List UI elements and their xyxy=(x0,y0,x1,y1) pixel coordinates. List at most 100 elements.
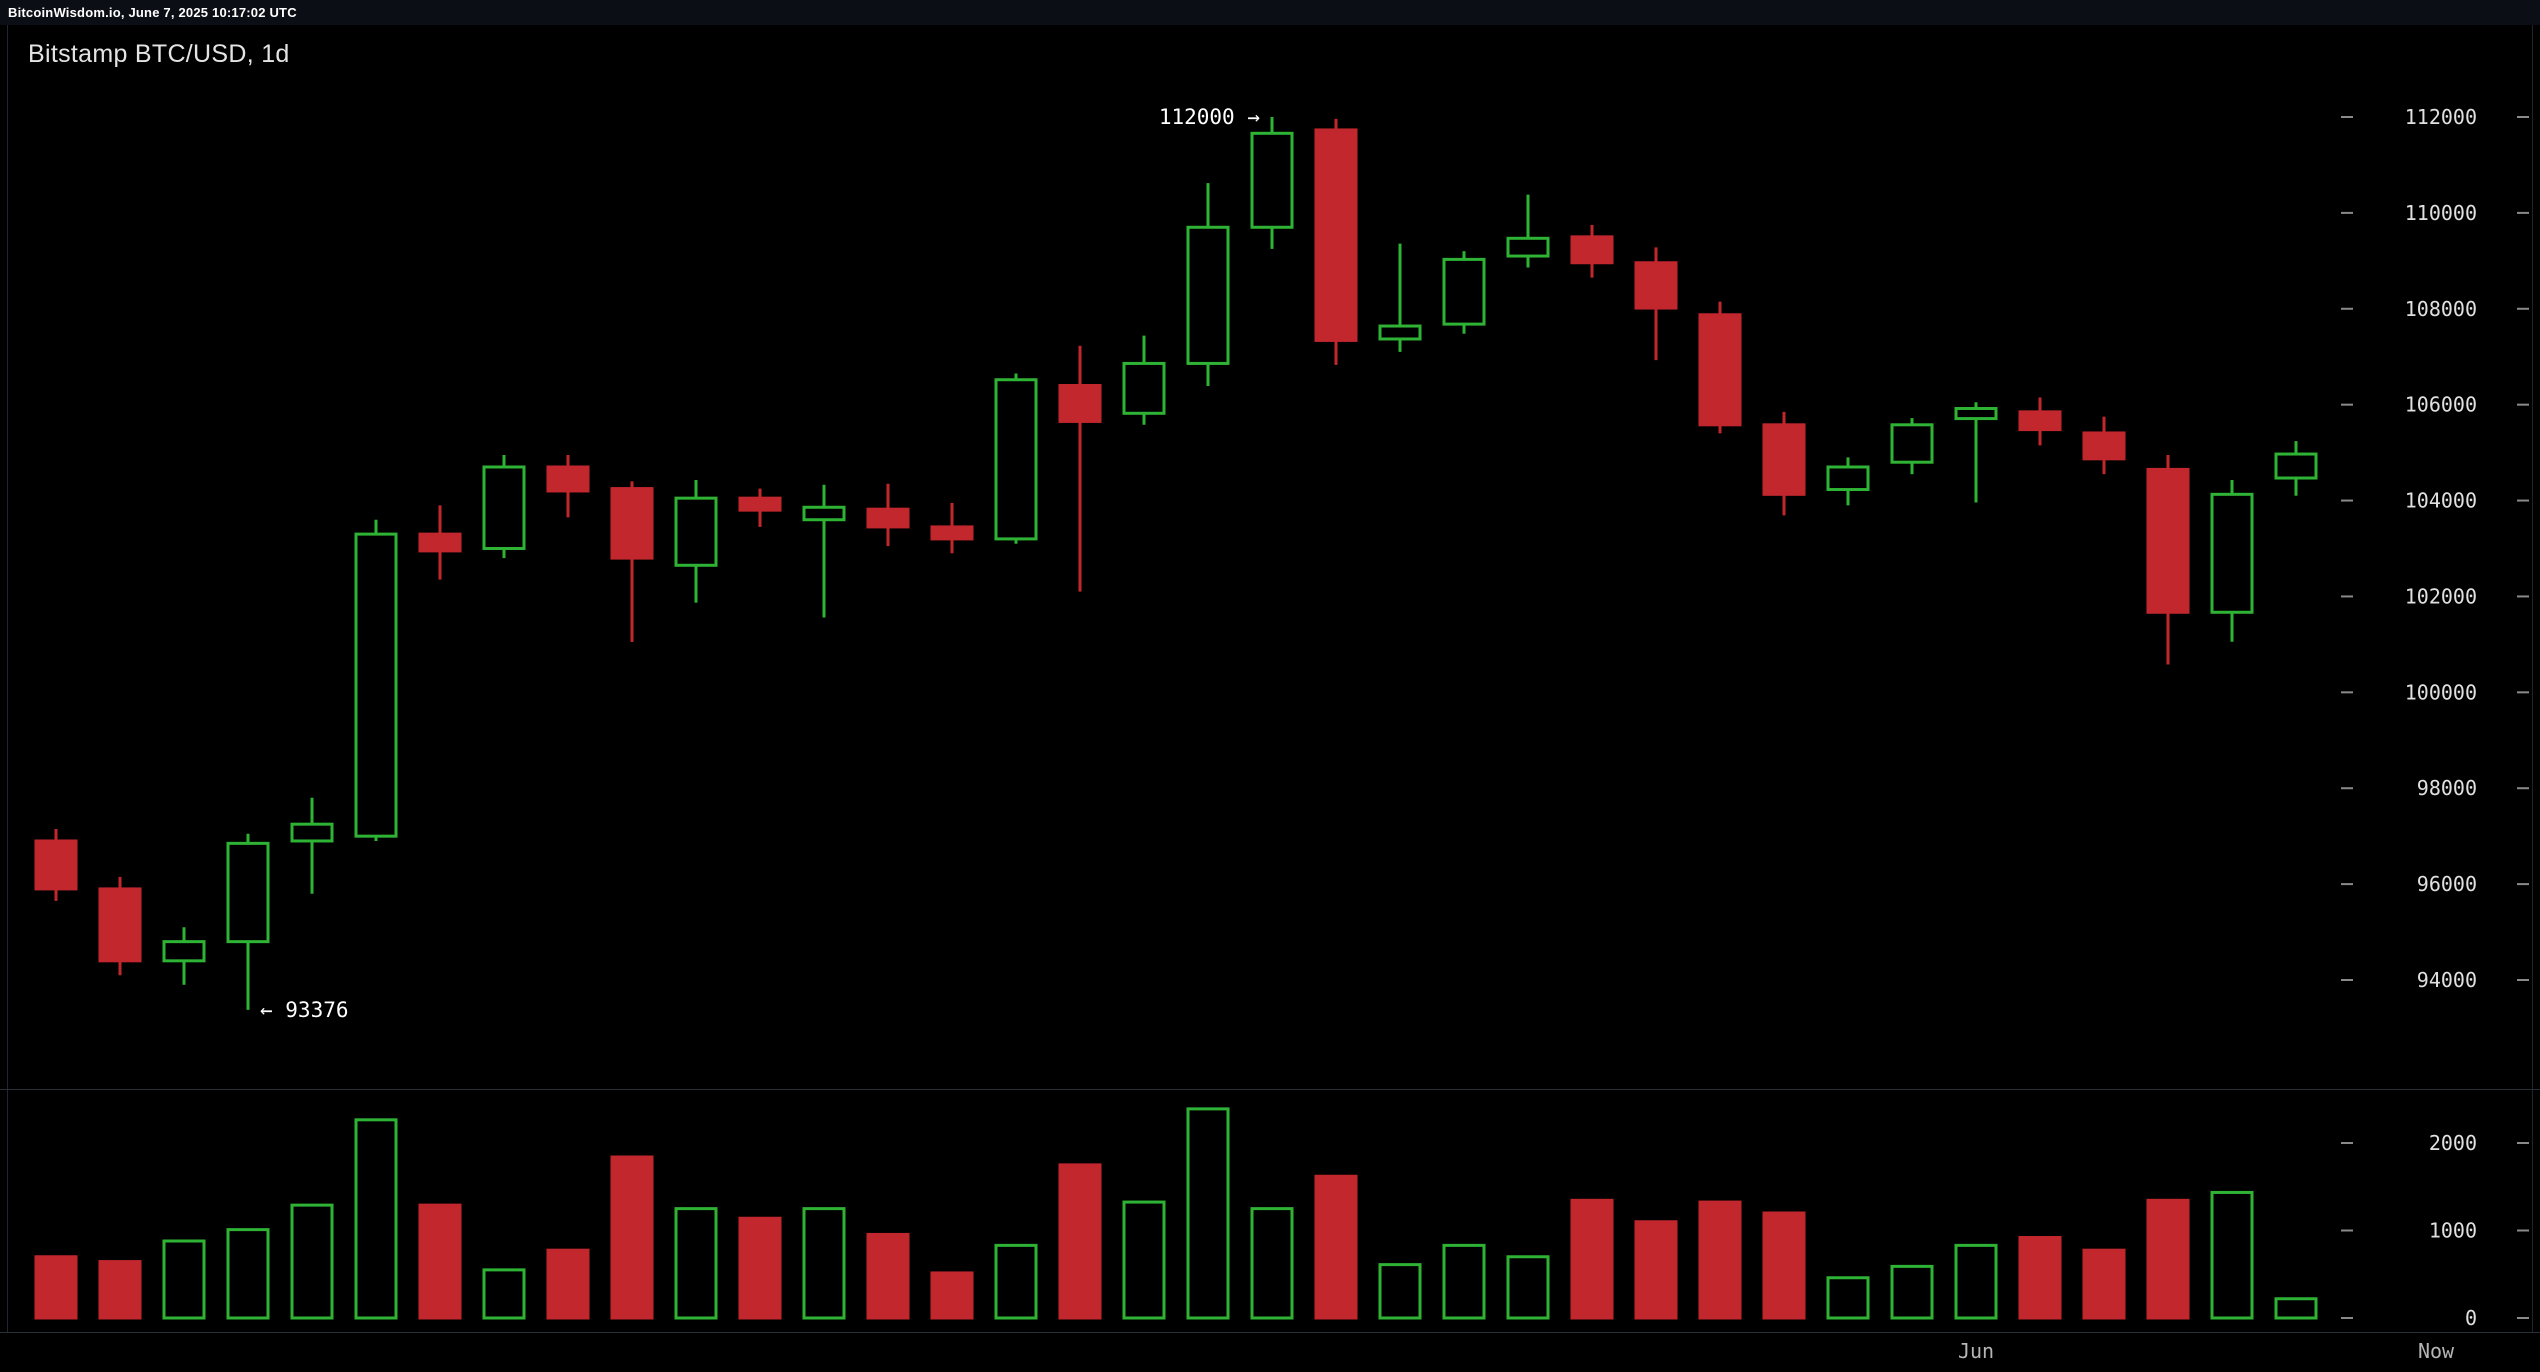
volume-bar xyxy=(930,1271,974,1320)
volume-bar xyxy=(162,1239,206,1320)
volume-bar xyxy=(1762,1211,1806,1320)
volume-bar xyxy=(1634,1220,1678,1320)
candle-body xyxy=(994,378,1038,541)
volume-bar xyxy=(1186,1107,1230,1320)
price-annotation-label: ← 93376 xyxy=(260,998,349,1022)
topbar: BitcoinWisdom.io, June 7, 2025 10:17:02 … xyxy=(0,0,2540,25)
time-axis-label: Jun xyxy=(1958,1339,1994,1363)
candle-body xyxy=(354,532,398,838)
candle-body xyxy=(1442,257,1486,326)
price-tick-label: 94000 xyxy=(2417,968,2477,992)
volume-bar xyxy=(1890,1264,1934,1320)
price-tick-label: 112000 xyxy=(2405,105,2477,129)
time-axis-label: Now xyxy=(2418,1339,2455,1363)
volume-bar xyxy=(674,1207,718,1320)
candle-body xyxy=(1698,313,1742,427)
volume-tick-label: 2000 xyxy=(2429,1131,2477,1155)
candle-body xyxy=(2210,492,2254,614)
price-annotations: 112000 → ← 93376 xyxy=(260,105,1260,1022)
volume-bar xyxy=(866,1232,910,1320)
volume-bar xyxy=(1442,1243,1486,1320)
candle-body xyxy=(1250,131,1294,229)
candle-body xyxy=(610,487,654,560)
volume-bar xyxy=(1122,1200,1166,1320)
candle-body xyxy=(1058,383,1102,423)
price-tick-label: 102000 xyxy=(2405,584,2477,608)
candle-body xyxy=(2018,410,2062,432)
price-tick-label: 98000 xyxy=(2417,776,2477,800)
price-axis: 112000 110000 108000 106000 104000 102000 1000… xyxy=(2341,105,2529,992)
candle-body xyxy=(674,496,718,567)
volume-bar xyxy=(1826,1276,1870,1320)
candle-body xyxy=(98,887,142,963)
price-tick-label: 96000 xyxy=(2417,872,2477,896)
volume-bar xyxy=(290,1203,334,1320)
volume-bar xyxy=(1058,1163,1102,1320)
candle-body xyxy=(1634,261,1678,310)
candle-body xyxy=(930,525,974,541)
candle-body xyxy=(1762,423,1806,496)
candle-body xyxy=(802,505,846,522)
volume-tick-label: 0 xyxy=(2465,1306,2477,1330)
candle-body xyxy=(1186,225,1230,365)
time-axis: Jun Now xyxy=(1958,1339,2455,1363)
volume-bar xyxy=(802,1207,846,1320)
volume-bar xyxy=(1698,1200,1742,1320)
candle-body xyxy=(866,507,910,529)
volume-bar xyxy=(738,1216,782,1320)
volume-bar xyxy=(1378,1263,1422,1320)
candle-body xyxy=(546,465,590,493)
volume-bar xyxy=(418,1203,462,1320)
candle-body xyxy=(1122,361,1166,415)
price-tick-label: 110000 xyxy=(2405,201,2477,225)
volume-bar xyxy=(2274,1297,2318,1320)
price-tick-label: 104000 xyxy=(2405,489,2477,513)
price-tick-label: 100000 xyxy=(2405,680,2477,704)
volume-bar xyxy=(994,1243,1038,1320)
candle-body xyxy=(1954,407,1998,421)
volume-bar xyxy=(2082,1248,2126,1320)
volume-bar xyxy=(2018,1236,2062,1320)
volume-bar xyxy=(1314,1174,1358,1320)
volume-bar xyxy=(546,1248,590,1320)
volume-bar xyxy=(610,1155,654,1320)
volume-bar xyxy=(354,1118,398,1320)
price-tick-label: 106000 xyxy=(2405,393,2477,417)
volume-bar xyxy=(2210,1190,2254,1320)
volume-bar xyxy=(1250,1207,1294,1320)
candle-body xyxy=(226,841,270,944)
volume-tick-label: 1000 xyxy=(2429,1219,2477,1243)
volume-bar xyxy=(34,1255,78,1320)
candle-body xyxy=(2274,452,2318,480)
price-tick-label: 108000 xyxy=(2405,297,2477,321)
candle-body xyxy=(1378,324,1422,341)
volume-bar xyxy=(226,1228,270,1320)
volume-bar xyxy=(482,1268,526,1320)
candle-body xyxy=(1826,465,1870,492)
candle-body xyxy=(2146,467,2190,614)
candle-body xyxy=(1890,423,1934,464)
volume-bar xyxy=(98,1260,142,1320)
chart-frame xyxy=(0,25,2540,1333)
candle-body xyxy=(2082,431,2126,461)
candles[interactable] xyxy=(34,117,2318,1010)
volume-bar xyxy=(1954,1243,1998,1320)
volume-axis: 2000 1000 0 xyxy=(2341,1131,2529,1330)
candle-body xyxy=(1506,236,1550,258)
price-annotation-label: 112000 → xyxy=(1159,105,1260,129)
candle-body xyxy=(1314,128,1358,342)
volume-bar xyxy=(1506,1255,1550,1320)
candle-body xyxy=(418,532,462,553)
candle-body xyxy=(1570,235,1614,265)
chart-title: Bitstamp BTC/USD, 1d xyxy=(28,40,290,68)
candle-body xyxy=(162,940,206,963)
candle-body xyxy=(34,839,78,891)
volume-bars[interactable] xyxy=(34,1107,2318,1320)
candle-body xyxy=(482,465,526,550)
candle-body xyxy=(290,822,334,843)
volume-bar xyxy=(1570,1198,1614,1320)
candle-body xyxy=(738,496,782,512)
volume-bar xyxy=(2146,1198,2190,1320)
